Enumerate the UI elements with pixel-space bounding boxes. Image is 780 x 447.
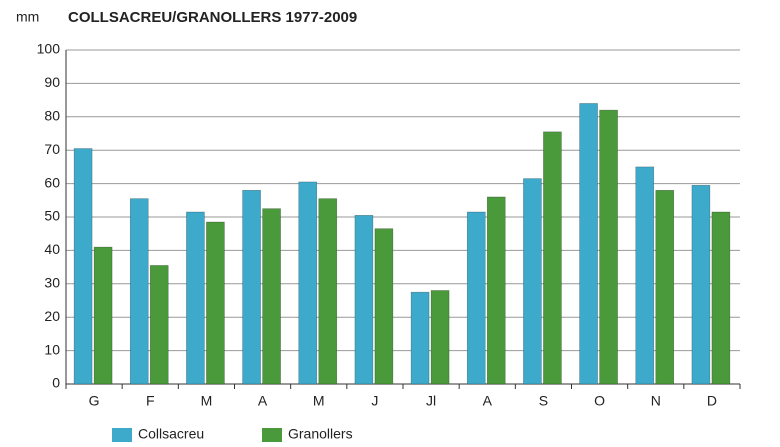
- x-tick-label: O: [594, 393, 605, 409]
- bar: [318, 198, 338, 385]
- bar: [129, 198, 149, 385]
- chart-title: COLLSACREU/GRANOLLERS 1977-2009: [68, 9, 357, 26]
- bar: [523, 178, 542, 385]
- legend-swatch: [262, 428, 282, 442]
- y-tick-label: 20: [44, 308, 60, 324]
- x-tick-label: M: [313, 393, 325, 409]
- bar: [599, 109, 618, 385]
- x-tick-label: Jl: [426, 393, 436, 409]
- bar: [354, 215, 374, 385]
- x-tick-label: D: [707, 393, 717, 409]
- bar: [691, 184, 711, 385]
- y-tick-label: 50: [44, 208, 60, 224]
- bar: [466, 211, 486, 385]
- bar: [262, 208, 281, 385]
- bar: [711, 211, 731, 385]
- y-axis-label: mm: [16, 9, 39, 25]
- y-tick-label: 10: [44, 341, 60, 357]
- bar: [579, 103, 598, 385]
- x-tick-label: N: [651, 393, 661, 409]
- y-tick-label: 80: [44, 108, 60, 124]
- bar: [430, 290, 450, 385]
- y-tick-label: 70: [44, 141, 60, 157]
- bar: [543, 131, 562, 385]
- legend-swatch: [112, 428, 132, 442]
- bar: [655, 189, 675, 385]
- legend-label: Collsacreu: [138, 426, 204, 442]
- y-tick-label: 60: [44, 174, 60, 190]
- bar: [374, 228, 394, 385]
- y-tick-label: 100: [37, 41, 61, 57]
- legend-label: Granollers: [288, 426, 353, 442]
- bar: [298, 181, 318, 385]
- x-tick-label: S: [539, 393, 548, 409]
- x-tick-label: M: [201, 393, 213, 409]
- bar: [486, 196, 506, 385]
- bar: [410, 291, 430, 385]
- x-tick-label: F: [146, 393, 155, 409]
- bar: [242, 189, 261, 385]
- bar: [149, 265, 169, 385]
- bar: [206, 221, 225, 385]
- y-tick-label: 40: [44, 241, 60, 257]
- x-tick-label: A: [258, 393, 268, 409]
- x-tick-label: A: [483, 393, 493, 409]
- x-tick-label: G: [89, 393, 100, 409]
- x-tick-label: J: [371, 393, 378, 409]
- bar: [635, 166, 655, 385]
- bar: [93, 246, 113, 385]
- bar: [186, 211, 205, 385]
- y-tick-label: 90: [44, 74, 60, 90]
- y-tick-label: 30: [44, 275, 60, 291]
- y-tick-label: 0: [52, 375, 60, 391]
- bar: [73, 148, 93, 385]
